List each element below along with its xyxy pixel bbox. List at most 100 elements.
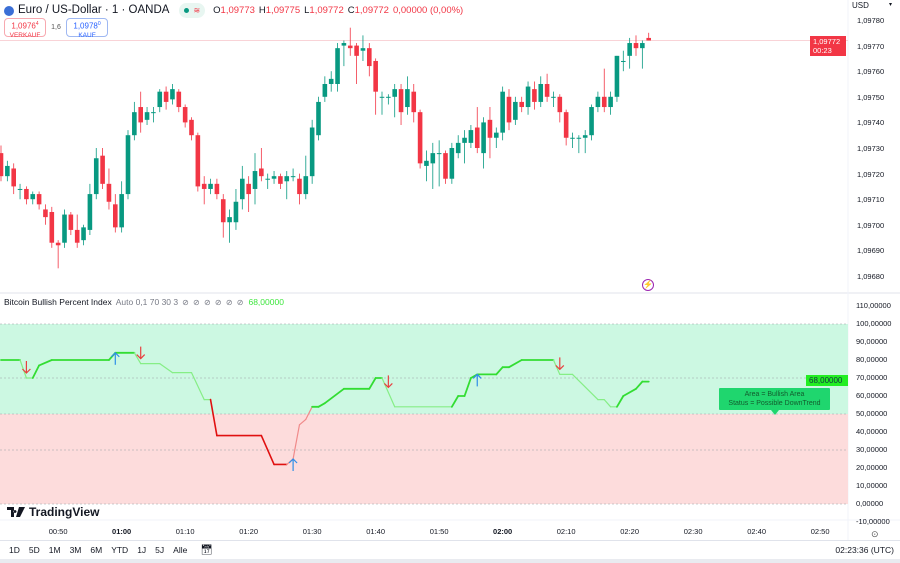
- sell-button[interactable]: 1,09764 VERKAUF: [4, 18, 46, 39]
- tradingview-logo[interactable]: TradingView: [7, 505, 99, 519]
- candle-body: [138, 107, 143, 123]
- candle-body: [182, 107, 188, 123]
- indicator-line-segment: [292, 424, 301, 460]
- price-axis-label: 1,09690: [857, 246, 885, 256]
- candle-body: [208, 183, 213, 189]
- time-axis-label: 02:20: [620, 527, 640, 536]
- range-1y[interactable]: 1J: [137, 545, 147, 555]
- market-status-badge[interactable]: ≋: [179, 3, 206, 18]
- arrow-head: [472, 373, 482, 379]
- range-1d[interactable]: 1D: [9, 545, 20, 555]
- candle: [233, 188, 239, 230]
- go-to-date-calendar-icon[interactable]: 📅︎: [200, 544, 214, 556]
- candle-body: [62, 214, 67, 243]
- bar-countdown: 00:23: [813, 46, 832, 55]
- time-axis-label: 02:00: [493, 527, 513, 536]
- indicator-axis-label: 60,00000: [856, 391, 888, 400]
- candle: [208, 178, 213, 195]
- price-axis-label: 1,09730: [857, 144, 885, 153]
- range-5y[interactable]: 5J: [155, 545, 165, 555]
- range-1m[interactable]: 1M: [48, 545, 61, 555]
- chart-canvas[interactable]: [0, 0, 900, 540]
- candle: [100, 148, 105, 189]
- range-ytd[interactable]: YTD: [111, 545, 129, 555]
- indicator-axis-label: 0,00000: [856, 499, 884, 508]
- tooltip-area: Area = Bullish Area: [744, 391, 805, 398]
- range-3m[interactable]: 3M: [69, 545, 82, 555]
- candle-body: [100, 155, 105, 184]
- time-axis-label: 01:20: [239, 527, 259, 536]
- currency-selector[interactable]: USD ▾: [852, 1, 896, 10]
- candle-body: [544, 84, 550, 97]
- candle-body: [417, 112, 423, 164]
- lightning-event-icon[interactable]: ⚡: [642, 279, 654, 291]
- indicator-line-segment: [635, 380, 644, 390]
- candle: [62, 209, 67, 248]
- candle: [246, 176, 251, 212]
- candle-body: [36, 194, 42, 205]
- candle-body: [189, 119, 194, 136]
- trade-buttons: 1,09764 VERKAUF 1,6 1,09780 KAUF: [4, 18, 108, 39]
- candle: [17, 183, 23, 200]
- candle: [462, 130, 467, 164]
- candle-body: [233, 201, 239, 223]
- candle: [551, 91, 556, 108]
- candle-body: [259, 168, 264, 177]
- indicator-line-segment: [463, 377, 472, 397]
- candle-body: [30, 194, 36, 200]
- candle-body: [405, 89, 410, 108]
- indicator-na-values: ⊘ ⊘ ⊘ ⊘ ⊘ ⊘: [182, 297, 245, 307]
- symbol-title[interactable]: Euro / US-Dollar · 1 · OANDA: [18, 4, 170, 16]
- candle: [252, 153, 258, 205]
- indicator-pane[interactable]: [0, 323, 848, 505]
- candle-body: [17, 188, 23, 190]
- indicator-axis-label: 70,00000: [856, 373, 888, 382]
- arrow-head: [288, 458, 298, 464]
- arrow-head: [383, 382, 393, 389]
- buy-button[interactable]: 1,09780 KAUF: [66, 18, 108, 39]
- candle-body: [144, 112, 150, 120]
- close-value: 1,09772: [354, 5, 389, 16]
- utc-clock[interactable]: 02:23:36 (UTC): [835, 545, 894, 555]
- chevron-down-icon: ▾: [888, 2, 892, 8]
- time-axis-label: 02:40: [747, 527, 767, 536]
- time-axis-label: 02:50: [810, 527, 830, 536]
- candle: [271, 171, 277, 184]
- candle: [220, 194, 226, 238]
- candle-body: [125, 135, 131, 195]
- axis-settings-icon[interactable]: ⊙: [871, 529, 879, 539]
- candle: [570, 132, 575, 148]
- last-price: 1,09772: [813, 37, 841, 46]
- candle: [132, 101, 137, 141]
- candle: [322, 76, 328, 102]
- price-axis-label: 1,09710: [857, 195, 885, 205]
- candle-body: [468, 130, 474, 143]
- indicator-axis-label: 10,00000: [856, 481, 888, 490]
- indicator-line-segment: [368, 377, 377, 390]
- candle: [621, 50, 626, 72]
- candle-body: [449, 148, 455, 179]
- price-pane[interactable]: [0, 27, 848, 269]
- indicator-axis-label: 40,00000: [856, 427, 888, 436]
- indicator-value-tag: 68,00000: [806, 375, 848, 386]
- indicator-line-segment: [260, 434, 275, 466]
- candle-body: [132, 112, 137, 136]
- candle-body: [157, 91, 163, 108]
- candle: [201, 176, 207, 205]
- candle: [468, 124, 474, 148]
- indicator-line-segment: [323, 387, 345, 405]
- candle: [106, 168, 112, 210]
- indicator-name[interactable]: Bitcoin Bullish Percent Index: [4, 297, 112, 307]
- candle: [443, 150, 448, 184]
- candle: [557, 94, 563, 123]
- bearish-area: [0, 414, 848, 504]
- range-all[interactable]: Alle: [173, 545, 188, 555]
- arrow-head: [136, 354, 146, 360]
- candle: [30, 191, 36, 205]
- indicator-legend[interactable]: Bitcoin Bullish Percent Index Auto 0,1 7…: [4, 297, 284, 307]
- candle: [405, 76, 410, 115]
- time-axis-label: 01:30: [302, 527, 322, 536]
- candle: [500, 86, 505, 141]
- range-6m[interactable]: 6M: [90, 545, 103, 555]
- range-5d[interactable]: 5D: [28, 545, 40, 555]
